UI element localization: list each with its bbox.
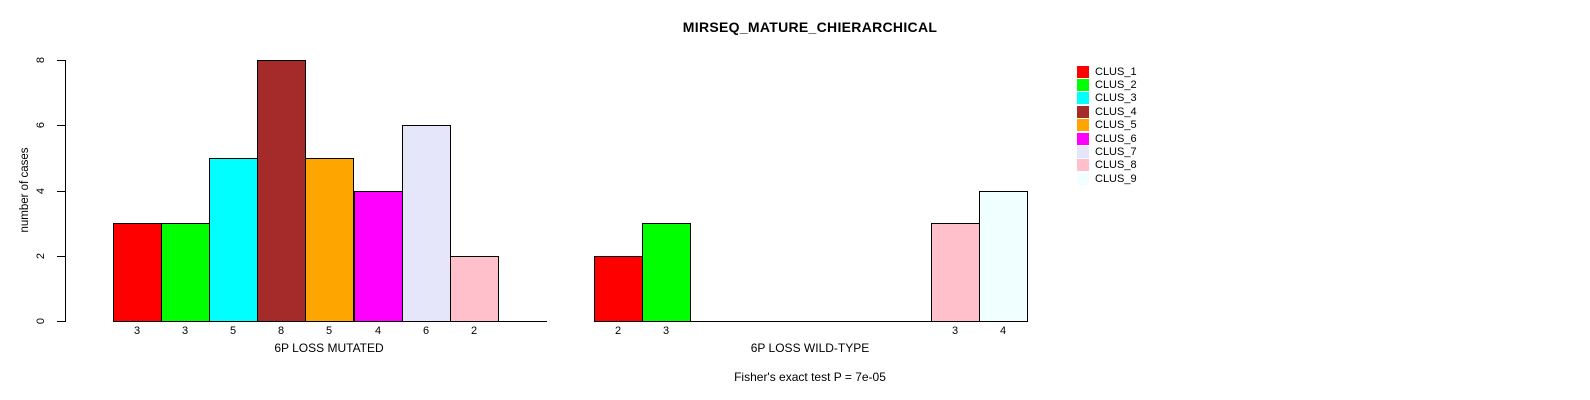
bar-value-label: 5 [229, 325, 237, 337]
y-axis-tick [57, 191, 65, 192]
bar-clus_7-group1 [402, 125, 451, 322]
y-axis-tick-label: 4 [35, 187, 47, 195]
bar-clus_3-group1 [209, 158, 258, 322]
bar-value-label: 4 [374, 325, 382, 337]
bar-clus_5-group1 [305, 158, 354, 322]
bar-clus_8-group1 [450, 256, 499, 322]
legend-label-clus_6: CLUS_6 [1095, 133, 1137, 145]
annotation-fisher-test: Fisher's exact test P = 7e-05 [734, 370, 886, 384]
bar-value-label: 6 [422, 325, 430, 337]
bar-value-label: 3 [133, 325, 141, 337]
group-label-mutated: 6P LOSS MUTATED [274, 341, 384, 355]
legend-label-clus_4: CLUS_4 [1095, 106, 1137, 118]
bar-clus_9-group2 [979, 191, 1028, 322]
bar-clus_4-group1 [257, 60, 306, 322]
legend-swatch-clus_3 [1077, 92, 1089, 104]
legend-label-clus_8: CLUS_8 [1095, 159, 1137, 171]
legend-swatch-clus_1 [1077, 66, 1089, 78]
legend-label-clus_7: CLUS_7 [1095, 146, 1137, 158]
y-axis-tick-label: 0 [35, 317, 47, 325]
bar-clus_6-group1 [354, 191, 403, 322]
bar-value-label: 3 [951, 325, 959, 337]
legend-label-clus_2: CLUS_2 [1095, 79, 1137, 91]
y-axis-tick-label: 6 [35, 121, 47, 129]
legend-swatch-clus_9 [1077, 173, 1089, 185]
y-axis-tick [57, 60, 65, 61]
bar-value-label: 4 [999, 325, 1007, 337]
legend-swatch-clus_2 [1077, 79, 1089, 91]
bar-value-label: 3 [181, 325, 189, 337]
group-label-wildtype: 6P LOSS WILD-TYPE [750, 341, 870, 355]
legend-label-clus_3: CLUS_3 [1095, 92, 1137, 104]
y-axis-tick [57, 125, 65, 126]
bar-value-label: 2 [470, 325, 478, 337]
y-axis-tick [57, 256, 65, 257]
y-axis-label: number of cases [19, 147, 31, 233]
legend-swatch-clus_5 [1077, 119, 1089, 131]
y-axis-tick-label: 2 [35, 252, 47, 260]
bar-clus_1-group2 [594, 256, 643, 322]
y-axis-tick-label: 8 [35, 56, 47, 64]
legend-swatch-clus_6 [1077, 133, 1089, 145]
legend-label-clus_5: CLUS_5 [1095, 119, 1137, 131]
bar-clus_8-group2 [931, 223, 980, 322]
legend-label-clus_1: CLUS_1 [1095, 66, 1137, 78]
legend-swatch-clus_8 [1077, 159, 1089, 171]
chart-title: MIRSEQ_MATURE_CHIERARCHICAL [682, 19, 938, 35]
bar-clus_1-group1 [113, 223, 162, 322]
bar-clus_2-group1 [161, 223, 210, 322]
x-axis-line [594, 321, 1028, 322]
legend-swatch-clus_7 [1077, 146, 1089, 158]
bar-value-label: 2 [614, 325, 622, 337]
bar-value-label: 8 [277, 325, 285, 337]
bar-value-label: 3 [662, 325, 670, 337]
y-axis-tick [57, 321, 65, 322]
legend-label-clus_9: CLUS_9 [1095, 173, 1137, 185]
legend-swatch-clus_4 [1077, 106, 1089, 118]
y-axis-line [65, 60, 66, 322]
bar-clus_2-group2 [642, 223, 691, 322]
bar-value-label: 5 [325, 325, 333, 337]
